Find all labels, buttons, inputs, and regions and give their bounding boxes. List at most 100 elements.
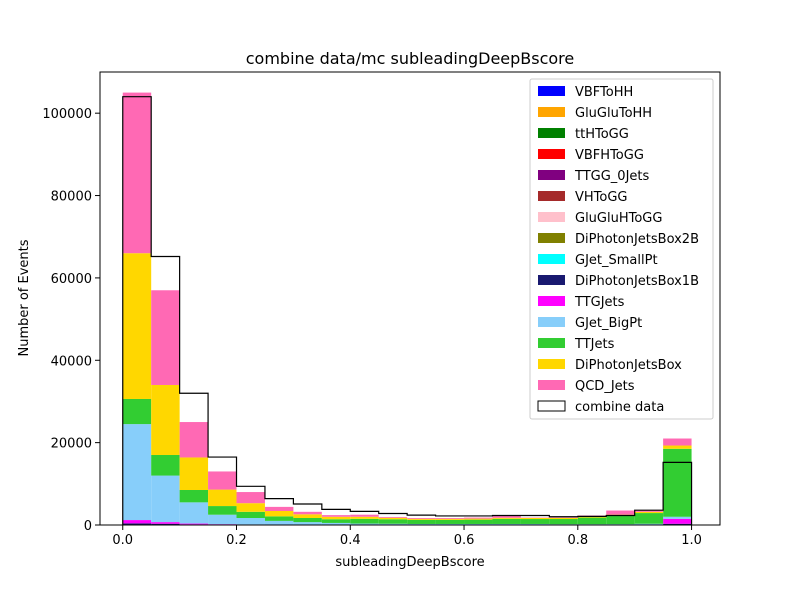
y-tick-label: 80000	[51, 190, 92, 205]
bar-QCD_Jets-bin-17	[606, 510, 635, 515]
bar-TTJets-bin-14	[520, 519, 550, 524]
histogram-bars	[122, 92, 692, 525]
bar-GJet_BigPt-bin-15	[549, 524, 578, 525]
bar-DiPhotonJetsBox-bin-13	[492, 517, 521, 519]
bar-GJet_BigPt-bin-5	[264, 520, 294, 525]
legend-swatch-GJet_BigPt	[538, 317, 565, 327]
legend-label-TTGG_0Jets: TTGG_0Jets	[574, 169, 650, 184]
bar-DiPhotonJetsBox-bin-14	[520, 517, 550, 520]
legend-swatch-ttHToGG	[538, 128, 565, 138]
bar-DiPhotonJetsBox-bin-18	[634, 511, 664, 514]
legend-frame	[529, 78, 714, 420]
bar-GJet_BigPt-bin-8	[350, 523, 379, 525]
bar-QCD_Jets-bin-7	[321, 515, 351, 517]
legend-label-VBFHToGG: VBFHToGG	[575, 148, 644, 163]
legend-swatch-VHToGG	[538, 191, 565, 201]
bar-TTJets-bin-15	[549, 519, 578, 525]
x-tick-label: 0.2	[226, 533, 247, 548]
chart-title: combine data/mc subleadingDeepBscore	[246, 49, 575, 68]
bar-GJet_BigPt-bin-3	[208, 514, 237, 525]
bar-DiPhotonJetsBox-bin-2	[179, 457, 209, 490]
legend-label-GJet_BigPt: GJet_BigPt	[575, 316, 642, 331]
legend-swatch-QCD_Jets	[538, 380, 565, 390]
bar-DiPhotonJetsBox-bin-8	[350, 516, 379, 519]
legend-swatch-GluGluToHH	[538, 107, 565, 117]
legend-label-TTGJets: TTGJets	[574, 295, 625, 310]
bar-TTJets-bin-18	[634, 513, 664, 524]
bar-GJet_BigPt-bin-2	[179, 502, 209, 524]
bar-GJet_BigPt-bin-19	[663, 516, 692, 519]
legend-swatch-GluGluHToGG	[538, 212, 565, 222]
bar-QCD_Jets-bin-5	[264, 506, 294, 511]
bar-GJet_BigPt-bin-7	[321, 522, 351, 525]
bar-QCD_Jets-bin-3	[208, 471, 237, 490]
bar-GJet_BigPt-bin-6	[293, 522, 322, 525]
bar-QCD_Jets-bin-2	[179, 422, 209, 458]
x-tick-label: 0.0	[112, 533, 133, 548]
axes-frame	[99, 71, 721, 526]
legend-swatch-combine data	[537, 400, 566, 412]
y-tick-label: 60000	[51, 272, 92, 287]
bar-GJet_BigPt-bin-14	[520, 523, 550, 525]
y-tick-label: 0	[84, 519, 92, 534]
combine-data-step-line	[122, 96, 693, 525]
bar-QCD_Jets-bin-8	[350, 514, 379, 517]
legend-label-DiPhotonJetsBox2B: DiPhotonJetsBox2B	[575, 232, 699, 247]
bar-DiPhotonJetsBox-bin-19	[663, 445, 692, 449]
legend-label-combine data: combine data	[575, 400, 664, 415]
bar-GJet_BigPt-bin-1	[151, 475, 180, 523]
bar-QCD_Jets-bin-6	[293, 511, 322, 515]
bar-GJet_BigPt-bin-17	[606, 524, 635, 525]
bar-GJet_BigPt-bin-13	[492, 523, 521, 525]
bar-TTJets-bin-13	[492, 518, 521, 524]
legend-label-DiPhotonJetsBox: DiPhotonJetsBox	[575, 358, 682, 373]
bar-TTGJets-bin-1	[151, 522, 180, 524]
y-axis-label: Number of Events	[17, 239, 32, 356]
bar-DiPhotonJetsBox-bin-5	[264, 510, 294, 517]
legend-label-ttHToGG: ttHToGG	[575, 127, 629, 142]
bar-GJet_BigPt-bin-4	[236, 517, 265, 525]
y-tick-label: 20000	[51, 437, 92, 452]
bar-QCD_Jets-bin-10	[407, 517, 436, 519]
bar-TTJets-bin-17	[606, 515, 635, 525]
legend-label-TTJets: TTJets	[574, 337, 615, 352]
bar-DiPhotonJetsBox-bin-7	[321, 516, 351, 520]
bar-DiPhotonJetsBox-bin-6	[293, 514, 322, 518]
bar-QCD_Jets-bin-4	[236, 492, 265, 504]
x-tick-label: 0.6	[454, 533, 475, 548]
bar-DiPhotonJetsBox-bin-15	[549, 517, 578, 520]
bar-GJet_BigPt-bin-0	[122, 424, 152, 521]
bar-TTJets-bin-1	[151, 454, 180, 476]
bar-GJet_BigPt-bin-18	[634, 523, 664, 525]
x-axis-ticks: 0.0 0.2 0.4 0.6 0.8 1.0	[112, 525, 702, 548]
bar-TTGJets-bin-0	[122, 520, 152, 524]
legend-label-QCD_Jets: QCD_Jets	[575, 379, 635, 394]
legend-label-VBFToHH: VBFToHH	[575, 85, 633, 100]
bar-TTJets-bin-8	[350, 518, 379, 524]
bar-TTJets-bin-12	[464, 519, 493, 524]
bar-TTJets-bin-6	[293, 517, 322, 523]
bar-DiPhotonJetsBox-bin-10	[407, 518, 436, 520]
bar-QCD_Jets-bin-13	[492, 515, 521, 518]
bar-TTJets-bin-10	[407, 519, 436, 524]
bar-TTJets-bin-3	[208, 506, 237, 515]
legend-swatch-GJet_SmallPt	[538, 254, 565, 264]
bar-DiPhotonJetsBox1B-bin-19	[663, 523, 692, 525]
bar-QCD_Jets-bin-9	[378, 516, 408, 518]
bar-DiPhotonJetsBox-bin-1	[151, 384, 180, 455]
x-axis-label: subleadingDeepBscore	[335, 555, 484, 570]
bar-QCD_Jets-bin-12	[464, 517, 493, 519]
legend-swatch-VBFToHH	[538, 86, 565, 96]
bar-GJet_BigPt-bin-11	[435, 523, 465, 525]
legend-swatch-VBFHToGG	[538, 149, 565, 159]
y-tick-label: 40000	[51, 354, 92, 369]
legend-swatch-DiPhotonJetsBox1B	[538, 275, 565, 285]
x-tick-label: 1.0	[681, 533, 702, 548]
bar-TTGJets-bin-19	[663, 518, 692, 524]
bar-TTGJets-bin-2	[179, 523, 209, 525]
legend: VBFToHH GluGluToHH ttHToGG VBFHToGG TTGG_0Je…	[529, 78, 714, 420]
bar-QCD_Jets-bin-19	[663, 438, 692, 446]
x-tick-label: 0.4	[340, 533, 361, 548]
y-axis-ticks: 0 20000 40000 60000 80000 100000	[42, 107, 100, 534]
